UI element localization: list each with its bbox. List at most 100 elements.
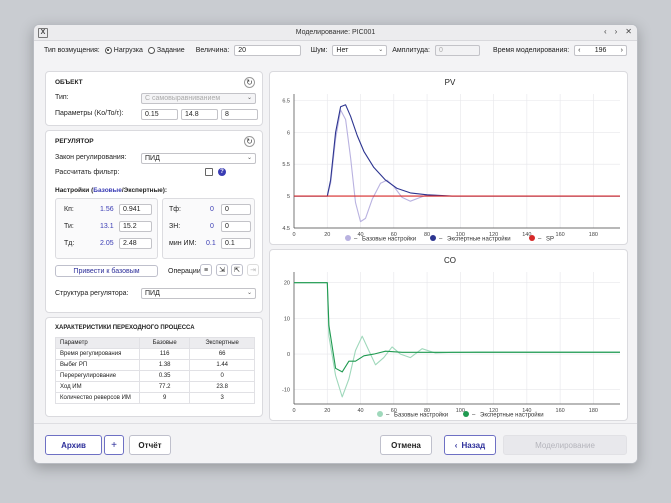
table-row: Время регулирования 116 66 (55, 348, 255, 360)
table-cell: Количество реверсов ИМ (55, 392, 140, 404)
close-icon[interactable]: ✕ (625, 27, 632, 36)
magnitude-input[interactable]: 20 (234, 44, 301, 56)
refresh-object-icon[interactable]: ↻ (244, 77, 255, 88)
filter-checkbox[interactable] (205, 168, 213, 176)
co-legend: – Базовые настройки – Экспертные настрой… (377, 411, 544, 419)
table-cell: 77.2 (138, 381, 191, 393)
y-tick-label: 20 (284, 281, 290, 287)
magnitude-label: Величина: (195, 46, 230, 54)
legend-base-swatch (345, 235, 351, 241)
chevron-left-icon[interactable]: ‹ (578, 46, 581, 54)
legend-expert-label: Экспертные настройки (447, 236, 511, 243)
ops-label: Операции: (168, 268, 203, 275)
archive-button[interactable]: Архив (45, 435, 102, 455)
legend-base-swatch (377, 411, 383, 417)
ti-input[interactable]: 15.2 (119, 221, 152, 232)
param-tau-input[interactable]: 8 (221, 109, 258, 120)
x-tick-label: 180 (589, 408, 598, 414)
x-tick-label: 20 (324, 408, 330, 414)
kp-label: Кп: (64, 206, 74, 213)
legend-base-label: Базовые настройки (362, 236, 416, 243)
td-input[interactable]: 2.48 (119, 238, 152, 249)
param-to-input[interactable]: 14.8 (181, 109, 218, 120)
x-tick-label: 160 (556, 408, 565, 414)
radio-load[interactable]: Нагрузка (104, 46, 143, 54)
x-tick-label: 180 (589, 232, 598, 238)
cancel-button[interactable]: Отмена (380, 435, 432, 455)
table-cell: 116 (138, 348, 191, 360)
characteristics-panel: ХАРАКТЕРИСТИКИ ПЕРЕХОДНОГО ПРОЦЕССА Пара… (45, 317, 263, 417)
regulator-title: РЕГУЛЯТОР (55, 138, 94, 145)
back-button[interactable]: ‹ Назад (444, 435, 496, 455)
simtime-spinbox[interactable]: ‹ 196 › (574, 44, 628, 56)
params-label: Параметры (Ko/To/τ): (55, 110, 124, 117)
type-value: С самовыравниванием (145, 95, 221, 102)
radio-setpoint-dot[interactable] (147, 46, 155, 54)
help-icon[interactable]: ? (218, 168, 226, 176)
chevron-right-icon[interactable]: › (620, 46, 623, 54)
chevron-down-icon: ⌄ (246, 155, 252, 161)
kp-input[interactable]: 0.941 (119, 204, 152, 215)
type-select[interactable]: С самовыравниванием ⌄ (141, 93, 256, 104)
simulation-window: X Моделирование: PIC001 ‹ › ✕ Тип возмущ… (33, 24, 638, 464)
table-header: Экспертные (189, 337, 255, 349)
maximize-icon[interactable]: › (614, 27, 618, 36)
legend-sp-dash: – (538, 237, 542, 243)
settings-heading-base: Базовые (93, 187, 122, 194)
report-button[interactable]: Отчёт (129, 435, 171, 455)
reset-to-base-button[interactable]: Привести к базовым (55, 265, 158, 277)
x-tick-label: 160 (556, 232, 565, 238)
legend-expert-swatch (463, 411, 469, 417)
pv-chart-panel: PV 0 20 40 60 80 100 120 140 160 180 4.5 5 5.5 6 6.5 –… (269, 71, 628, 245)
x-tick-label: 0 (292, 232, 295, 238)
radio-load-dot[interactable] (104, 46, 112, 54)
y-tick-label: 0 (287, 352, 290, 358)
radio-setpoint[interactable]: Задание (147, 46, 185, 54)
table-row: Перерегулирование 0.35 0 (55, 370, 255, 382)
x-tick-label: 40 (357, 408, 363, 414)
object-panel: ОБЪЕКТ ↻ Тип: С самовыравниванием ⌄ Парам… (45, 71, 263, 126)
td-base: 2.05 (100, 240, 114, 247)
x-tick-label: 140 (522, 232, 531, 238)
refresh-regulator-icon[interactable]: ↻ (244, 136, 255, 147)
table-cell: 9 (138, 392, 191, 404)
ops-chart-b-icon[interactable]: ⇱ (231, 264, 243, 276)
table-cell: 1.44 (189, 359, 255, 371)
chevron-down-icon: ⌄ (246, 95, 252, 101)
td-label: Тд: (64, 240, 75, 247)
tf-input[interactable]: 0 (221, 204, 251, 215)
simulate-button[interactable]: Моделирование (503, 435, 627, 455)
amplitude-label: Амплитуда: (392, 46, 430, 54)
legend-base-label: Базовые настройки (394, 412, 448, 419)
x-tick-label: 100 (456, 408, 465, 414)
ops-export-icon[interactable]: ⇥ (247, 264, 259, 276)
table-cell: 0 (189, 370, 255, 382)
struct-select[interactable]: ПИД ⌄ (141, 288, 256, 299)
amplitude-input[interactable]: 0 (434, 44, 481, 56)
min-input[interactable]: 0.1 (221, 238, 251, 249)
param-ko-input[interactable]: 0.15 (141, 109, 178, 120)
y-tick-label: 6 (287, 130, 290, 136)
legend-base-dash: – (354, 237, 358, 243)
law-select[interactable]: ПИД ⌄ (141, 153, 256, 164)
minimize-icon[interactable]: ‹ (603, 27, 607, 36)
disturbance-bar: Тип возмущения: Нагрузка Задание Величин… (34, 41, 637, 59)
window-title: Моделирование: PIC001 (295, 29, 376, 36)
min-label: мин ИМ: (169, 240, 197, 247)
co-chart-panel: CO 0 20 40 60 80 100 120 140 160 180 -10 0 10 20 – Ба… (269, 249, 628, 421)
table-row: Выбег РП 1.38 1.44 (55, 359, 255, 371)
zn-input[interactable]: 0 (221, 221, 251, 232)
legend-sp-swatch (529, 235, 535, 241)
noise-label: Шум: (310, 46, 328, 54)
ops-copy-icon[interactable]: ≡ (200, 264, 212, 276)
chevron-down-icon: ⌄ (246, 290, 252, 296)
legend-expert-swatch (430, 235, 436, 241)
noise-select[interactable]: Нет ⌄ (332, 44, 388, 56)
law-value: ПИД (145, 155, 160, 162)
table-cell: 66 (189, 348, 255, 360)
ops-chart-a-icon[interactable]: ⇲ (216, 264, 228, 276)
x-tick-label: 60 (391, 232, 397, 238)
x-tick-label: 120 (489, 232, 498, 238)
filter-label: Рассчитать фильтр: (55, 169, 120, 176)
add-button[interactable]: + (104, 435, 124, 455)
